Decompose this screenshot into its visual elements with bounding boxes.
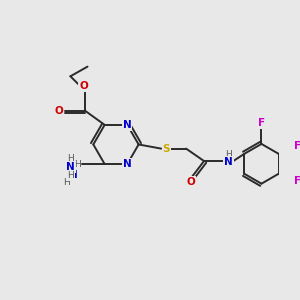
Text: F: F <box>294 141 300 152</box>
Text: H: H <box>67 171 74 180</box>
Text: N: N <box>69 169 78 180</box>
Text: O: O <box>54 106 63 116</box>
Text: H: H <box>225 150 232 159</box>
Text: N: N <box>224 157 233 166</box>
Text: F: F <box>294 176 300 186</box>
Text: H: H <box>74 160 81 169</box>
Text: O: O <box>187 177 195 187</box>
Text: H: H <box>67 154 74 163</box>
Text: O: O <box>79 81 88 91</box>
Text: N: N <box>66 162 75 172</box>
Text: F: F <box>258 118 265 128</box>
Text: S: S <box>163 144 170 154</box>
Text: N: N <box>123 120 132 130</box>
Text: N: N <box>123 159 132 169</box>
Text: H: H <box>64 178 70 188</box>
